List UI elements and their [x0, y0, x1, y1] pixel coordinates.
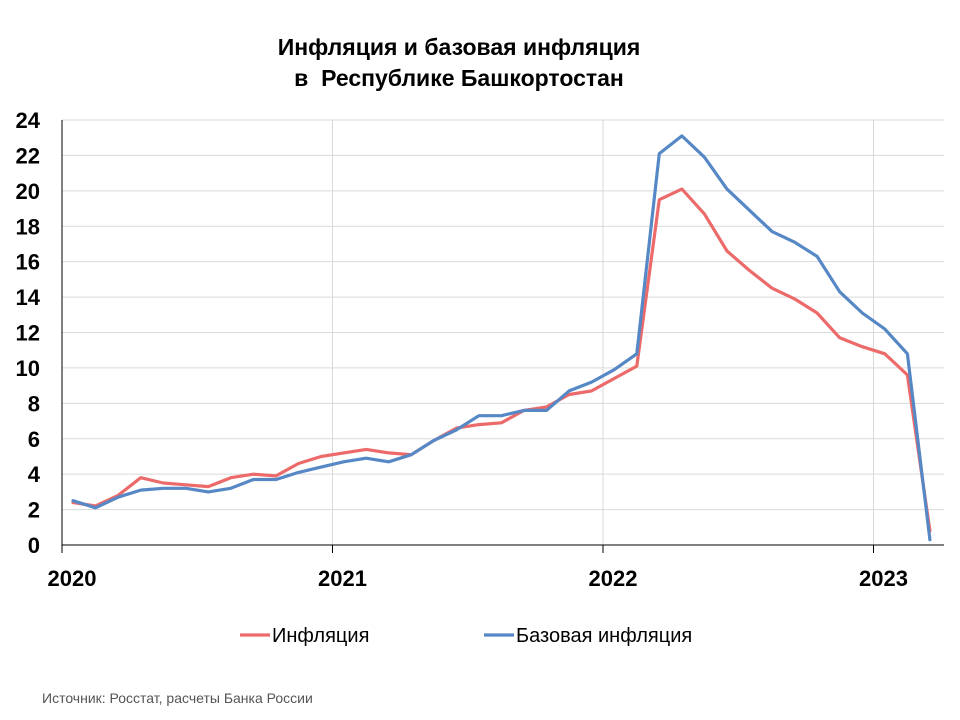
source-note: Источник: Росстат, расчеты Банка России: [42, 690, 313, 706]
chart-title-block: Инфляция и базовая инфляция в Республике…: [0, 32, 918, 94]
y-tick-label: 16: [16, 250, 40, 275]
y-tick-label: 6: [28, 427, 40, 452]
x-tick-label: 2021: [318, 566, 367, 591]
y-tick-label: 4: [28, 462, 41, 487]
y-tick-label: 2: [28, 498, 40, 523]
y-tick-label: 24: [16, 108, 41, 133]
grid-lines: [62, 119, 944, 545]
legend-label: Базовая инфляция: [516, 625, 692, 647]
x-axis-ticks: 2020 2021 2022 2023: [48, 566, 908, 591]
chart-title: Инфляция и базовая инфляция: [277, 34, 641, 60]
x-tick-label: 2022: [589, 566, 638, 591]
chart-subtitle: в Республике Башкортостан: [294, 65, 624, 91]
series-line-core-inflation: [71, 134, 932, 542]
y-tick-label: 10: [16, 356, 40, 381]
y-tick-label: 18: [16, 214, 40, 239]
y-tick-label: 14: [16, 285, 41, 310]
axes: [61, 120, 944, 553]
legend: Инфляция Базовая инфляция: [240, 625, 692, 647]
legend-label: Инфляция: [272, 625, 369, 647]
y-tick-label: 22: [16, 143, 40, 168]
y-tick-label: 8: [28, 391, 40, 416]
series-line-inflation: [71, 187, 932, 533]
series-lines: [71, 134, 932, 542]
y-tick-label: 0: [28, 533, 40, 558]
x-tick-label: 2020: [48, 566, 97, 591]
x-tick-label: 2023: [859, 566, 908, 591]
y-tick-label: 20: [16, 179, 40, 204]
y-tick-label: 12: [16, 321, 40, 346]
